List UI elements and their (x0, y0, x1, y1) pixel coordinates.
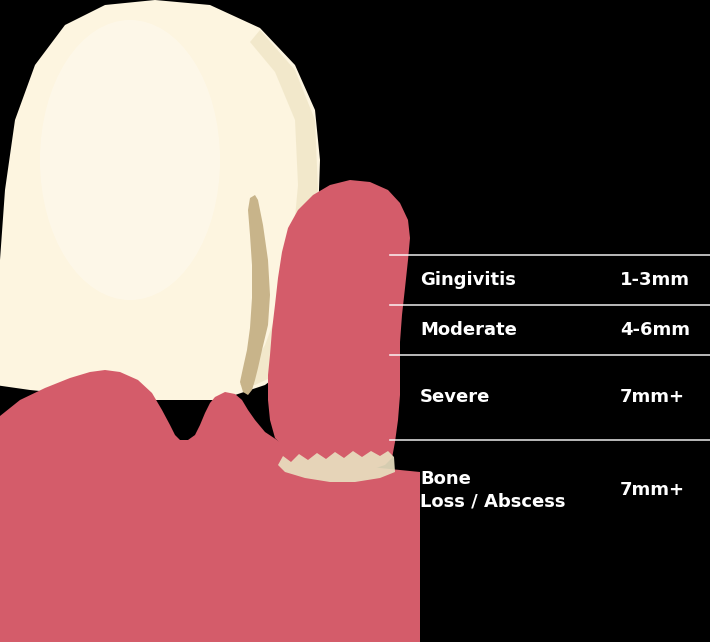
Polygon shape (240, 195, 270, 395)
Text: 1-3mm: 1-3mm (620, 271, 690, 289)
Text: Bone
Loss / Abscess: Bone Loss / Abscess (420, 470, 565, 510)
Text: Severe: Severe (420, 388, 491, 406)
Ellipse shape (40, 20, 220, 300)
Polygon shape (268, 180, 410, 472)
Polygon shape (0, 370, 420, 642)
Text: Gingivitis: Gingivitis (420, 271, 516, 289)
Text: 7mm+: 7mm+ (620, 388, 685, 406)
Text: 4-6mm: 4-6mm (620, 321, 690, 339)
Text: Moderate: Moderate (420, 321, 517, 339)
Polygon shape (0, 0, 320, 400)
Polygon shape (278, 451, 395, 482)
Text: 7mm+: 7mm+ (620, 481, 685, 499)
Polygon shape (240, 30, 318, 385)
